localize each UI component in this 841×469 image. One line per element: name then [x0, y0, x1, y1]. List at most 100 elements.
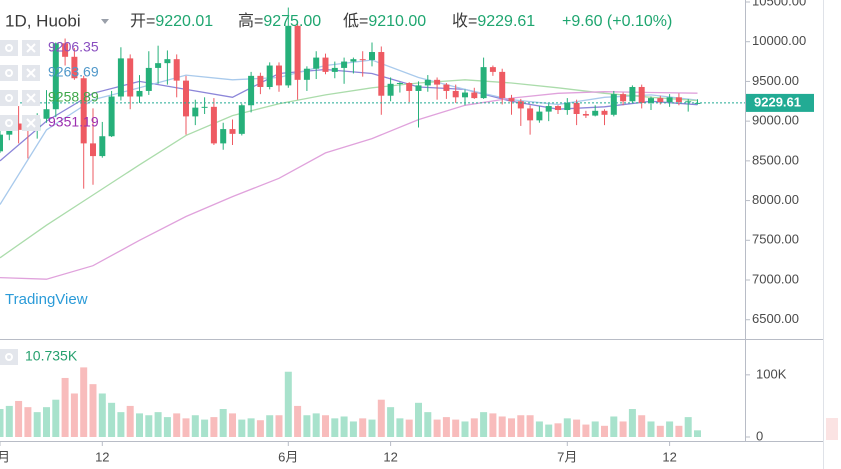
y-tick-label: 0: [756, 428, 763, 443]
volume-bar: [24, 407, 32, 437]
volume-bar: [666, 421, 674, 437]
candle-body: [685, 101, 692, 103]
candle-body: [620, 94, 627, 102]
x-tick-label: 7月: [557, 449, 577, 464]
candle-body: [248, 75, 255, 106]
volume-bar: [294, 405, 302, 437]
candle-body: [387, 83, 394, 96]
x-tick-label: 12: [383, 449, 397, 464]
volume-bar: [535, 421, 543, 437]
settings-button[interactable]: [0, 349, 18, 365]
ohlc-item: 高=9275.00: [238, 12, 321, 30]
volume-bar: [256, 420, 264, 437]
volume-bar: [52, 399, 60, 437]
symbol-dropdown[interactable]: [101, 19, 109, 24]
candle-body: [629, 86, 636, 102]
watermark: TradingView: [5, 291, 88, 308]
candle-body: [369, 52, 375, 60]
settings-button[interactable]: [0, 115, 18, 131]
candle-body: [136, 90, 143, 97]
candle-body: [43, 109, 50, 119]
candle-body: [424, 79, 431, 86]
x-tick-label: 5月: [0, 449, 10, 464]
volume-bar: [136, 413, 143, 437]
volume-bar: [33, 412, 41, 437]
candle-body: [331, 67, 338, 72]
candle-body: [648, 98, 654, 103]
candle-body: [396, 83, 403, 85]
settings-button[interactable]: [0, 90, 18, 106]
volume-bar: [340, 416, 348, 437]
volume-bar: [694, 430, 701, 437]
moving-average-line: [0, 79, 698, 259]
settings-button[interactable]: [0, 65, 18, 81]
y-tick-label: 8500.00: [752, 152, 799, 167]
volume-bar: [452, 419, 460, 437]
moving-average-value: 9206.35: [48, 39, 99, 55]
volume-bar: [656, 425, 664, 437]
candle-body: [71, 56, 78, 79]
volume-bar: [182, 418, 190, 437]
volume-bar: [638, 415, 646, 437]
candle-body: [406, 83, 413, 91]
ohlc-item: 开=9220.01: [130, 13, 213, 30]
volume-bar: [275, 415, 283, 437]
chart-title: 1D, Huobi: [5, 11, 81, 30]
ohlc-value: 9210.00: [368, 13, 426, 30]
candle-body: [592, 110, 599, 116]
candle-body: [266, 65, 273, 87]
volume-bar: [545, 424, 553, 437]
moving-average-value: 9258.89: [48, 89, 99, 105]
candle-body: [15, 123, 22, 130]
ohlc-value: 9220.01: [155, 13, 213, 30]
volume-bar: [470, 418, 478, 437]
candle-body: [322, 57, 329, 72]
volume-bar: [80, 367, 88, 437]
volume-bar: [684, 417, 692, 437]
candle-body: [164, 59, 171, 64]
price-change: +9.60 (+0.10%): [562, 13, 672, 30]
candle-body: [80, 78, 87, 144]
volume-bar: [647, 421, 655, 437]
candle-body: [229, 129, 236, 134]
volume-bar: [433, 419, 441, 437]
volume-bar: [43, 407, 50, 437]
volume-bar: [201, 419, 209, 437]
corner-tab: [826, 418, 838, 440]
y-tick-label: 10000.00: [752, 33, 806, 48]
candle-body: [527, 108, 534, 121]
volume-bar: [70, 393, 78, 437]
candle-body: [145, 67, 152, 91]
volume-bar: [368, 419, 376, 437]
moving-average-line: [0, 68, 698, 162]
volume-bar: [0, 409, 4, 437]
y-tick-label: 7000.00: [752, 271, 799, 286]
candle-body: [601, 110, 608, 115]
volume-bar: [582, 424, 590, 437]
volume-bar: [526, 415, 534, 437]
volume-bar: [461, 421, 469, 437]
volume-bar: [508, 418, 515, 437]
volume-bar: [489, 413, 497, 437]
moving-average-line: [0, 91, 698, 280]
volume-bar: [610, 416, 618, 437]
y-tick-label: 9000.00: [752, 113, 799, 128]
volume-bar: [108, 402, 116, 437]
volume-bar: [480, 412, 488, 437]
volume-bar: [396, 418, 404, 437]
ohlc-label: 低=: [343, 12, 368, 30]
candle-body: [471, 92, 478, 99]
y-tick-label: 9500.00: [752, 73, 799, 88]
x-tick-label: 12: [662, 449, 676, 464]
last-price-box: [746, 93, 814, 112]
volume-bar: [5, 405, 13, 437]
candle-body: [666, 97, 673, 103]
candle-body: [313, 57, 320, 69]
settings-button[interactable]: [0, 40, 18, 56]
candle-body: [499, 71, 506, 99]
candle-body: [99, 136, 106, 157]
volume-bar: [154, 412, 162, 437]
volume-bar: [591, 421, 599, 437]
candle-body: [536, 111, 543, 121]
